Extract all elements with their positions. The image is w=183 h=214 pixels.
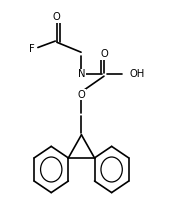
Text: O: O <box>100 49 108 59</box>
Text: O: O <box>53 12 61 22</box>
Text: OH: OH <box>129 70 144 79</box>
Text: N: N <box>78 70 85 79</box>
Text: F: F <box>29 44 35 54</box>
Text: O: O <box>78 90 85 100</box>
